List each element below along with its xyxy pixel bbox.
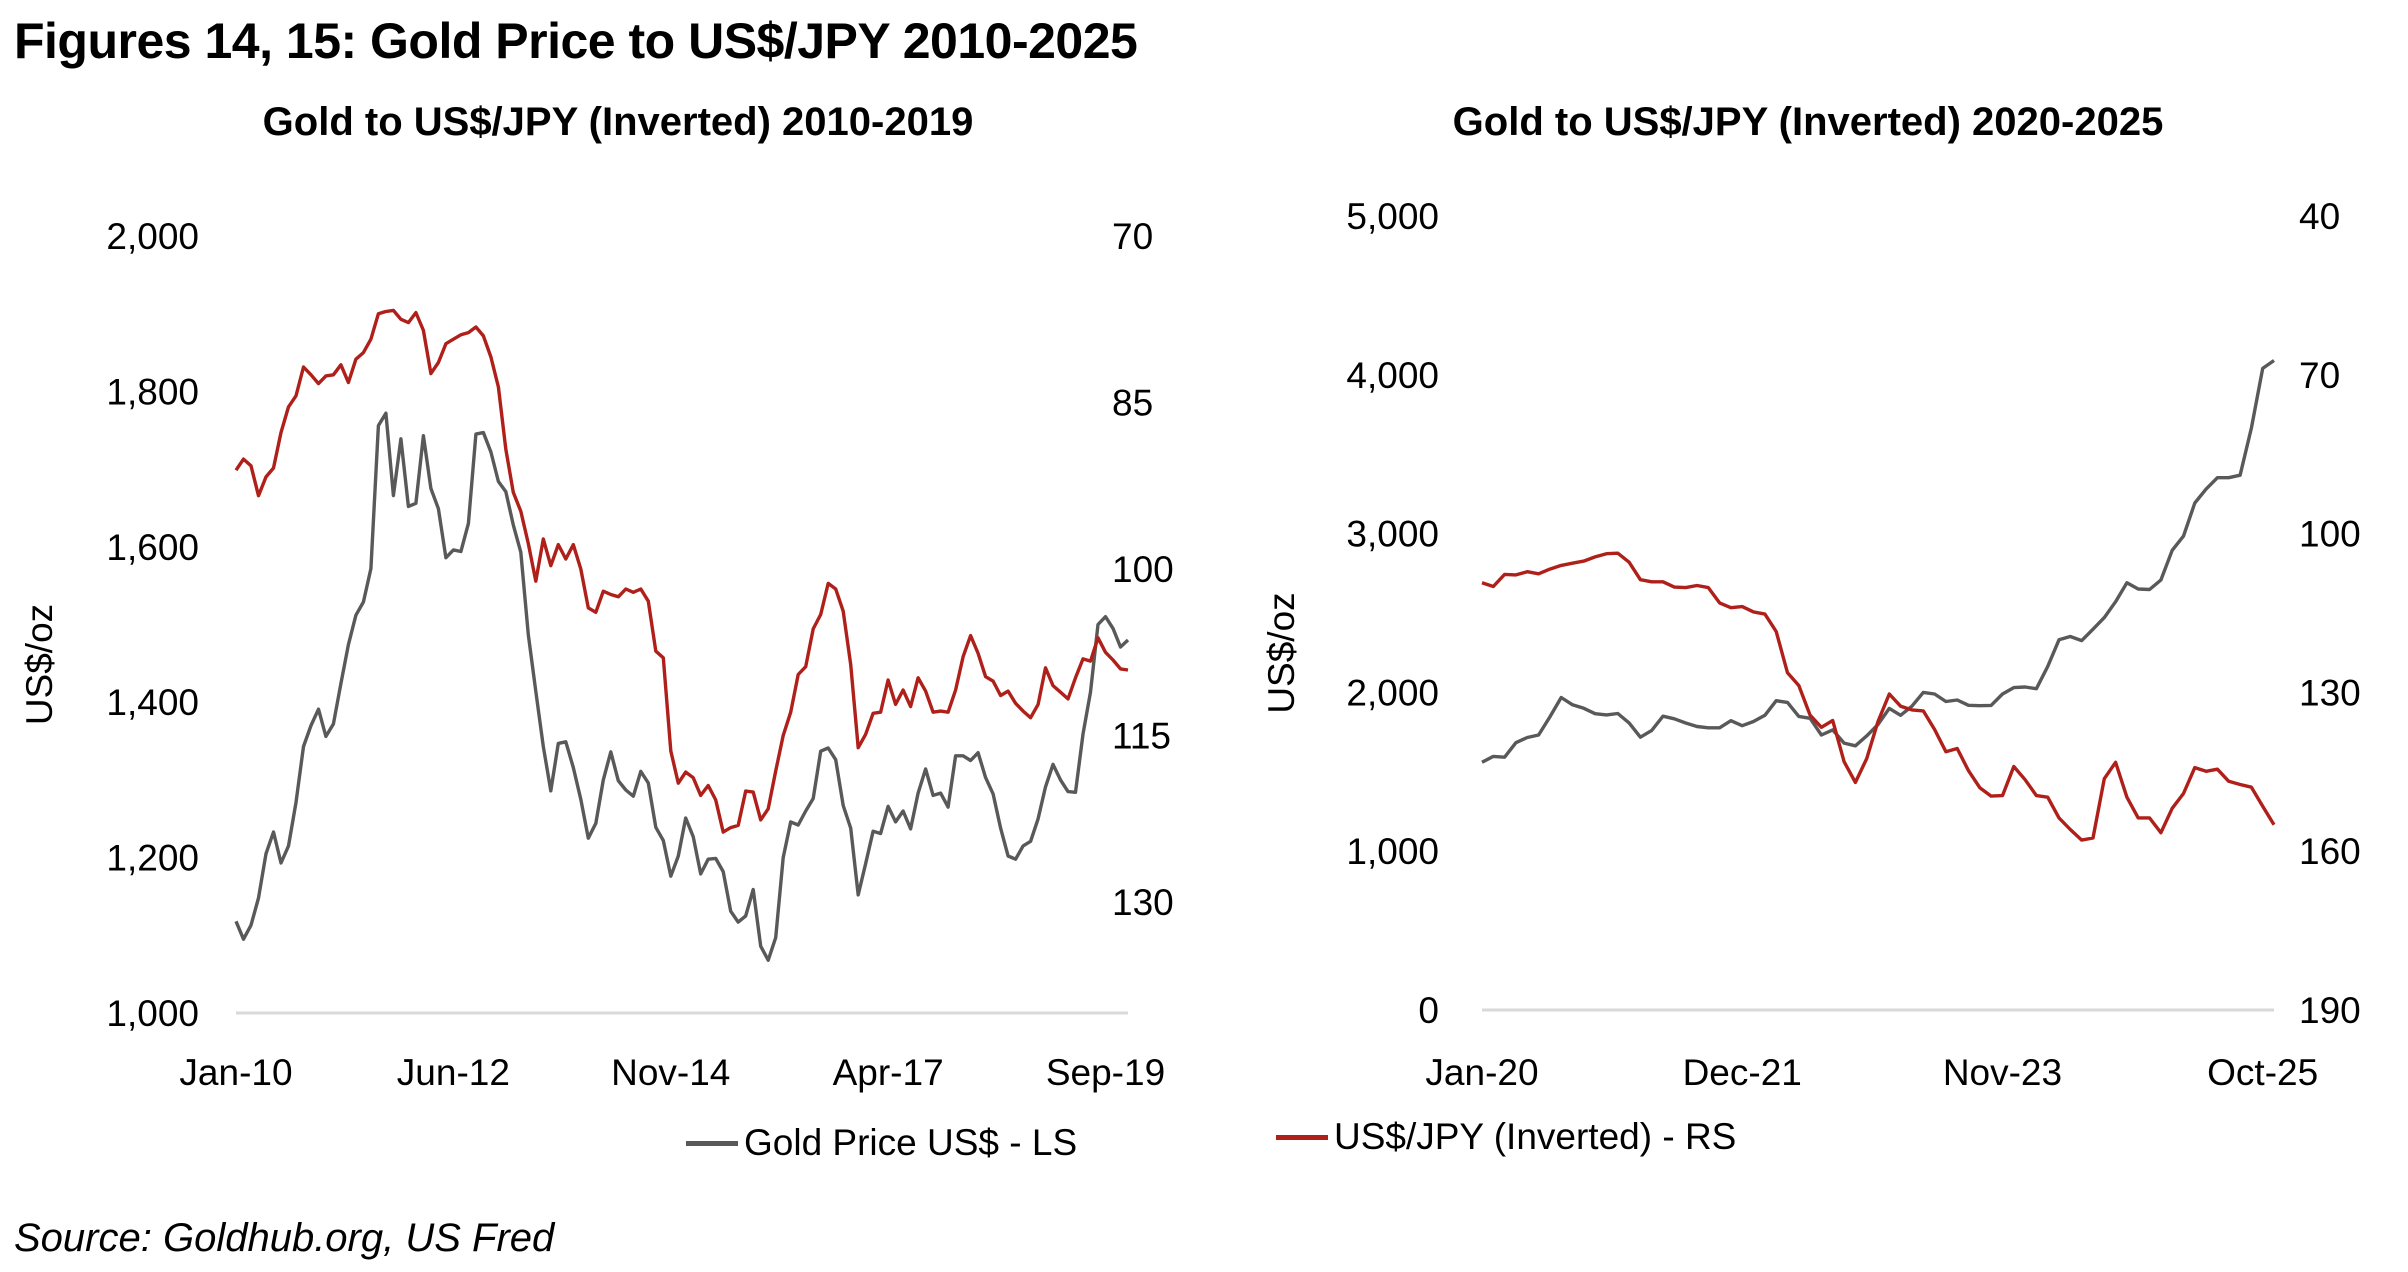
right-y-tick-label: 3,000 (1346, 514, 1439, 555)
legend-item-gold: Gold Price US$ - LS (686, 1122, 1077, 1164)
left-y2-tick-label: 85 (1112, 383, 1153, 424)
right-y2-tick-label: 100 (2299, 514, 2361, 555)
left-y-tick-label: 2,000 (106, 216, 199, 257)
right-series-usdjpy-line (1481, 551, 2276, 842)
source-note: Source: Goldhub.org, US Fred (14, 1216, 555, 1260)
legend-item-usdjpy: US$/JPY (Inverted) - RS (1276, 1116, 1736, 1158)
left-y2-tick-label: 115 (1112, 716, 1171, 757)
right-x-tick-label: Oct-25 (2207, 1052, 2318, 1093)
left-y-tick-label: 1,200 (106, 838, 199, 879)
legend-label-gold: Gold Price US$ - LS (744, 1122, 1078, 1163)
right-x-tick-label: Jan-20 (1425, 1052, 1538, 1093)
legend-swatch-usdjpy (1276, 1134, 1328, 1140)
left-y-tick-label: 1,400 (106, 682, 199, 723)
left-y2-tick-label: 130 (1112, 882, 1174, 923)
legend-swatch-gold (686, 1140, 738, 1146)
left-y-tick-label: 1,000 (106, 993, 199, 1034)
right-y2-tick-label: 190 (2299, 990, 2361, 1031)
left-y2-tick-label: 100 (1112, 549, 1174, 590)
left-y2-tick-label: 70 (1112, 216, 1153, 257)
right-y2-tick-label: 130 (2299, 672, 2361, 713)
left-x-tick-label: Jan-10 (179, 1052, 292, 1093)
right-y-axis-title: US$/oz (1261, 592, 1302, 713)
right-x-tick-label: Dec-21 (1683, 1052, 1802, 1093)
left-x-tick-label: Apr-17 (833, 1052, 944, 1093)
left-x-tick-label: Sep-19 (1046, 1052, 1165, 1093)
left-x-tick-label: Nov-14 (611, 1052, 730, 1093)
left-series-gold-line (234, 411, 1130, 962)
right-series-gold-line (1481, 359, 2275, 764)
right-x-tick-label: Nov-23 (1943, 1052, 2062, 1093)
left-y-tick-label: 1,800 (106, 371, 199, 412)
right-y-tick-label: 4,000 (1346, 355, 1439, 396)
left-chart-title: Gold to US$/JPY (Inverted) 2010-2019 (262, 100, 974, 144)
figure-title: Figures 14, 15: Gold Price to US$/JPY 20… (14, 13, 1138, 69)
left-y-axis-title: US$/oz (19, 604, 60, 725)
left-series-usdjpy-line (234, 308, 1129, 834)
right-y-tick-label: 1,000 (1346, 831, 1439, 872)
right-y-tick-label: 0 (1418, 990, 1439, 1031)
right-y2-tick-label: 40 (2299, 196, 2340, 237)
right-y-tick-label: 2,000 (1346, 672, 1439, 713)
right-y2-tick-label: 160 (2299, 831, 2361, 872)
legend-label-usdjpy: US$/JPY (Inverted) - RS (1334, 1116, 1737, 1157)
right-y-tick-label: 5,000 (1346, 196, 1439, 237)
right-chart-title: Gold to US$/JPY (Inverted) 2020-2025 (1452, 100, 2164, 144)
right-y2-tick-label: 70 (2299, 355, 2340, 396)
left-y-tick-label: 1,600 (106, 527, 199, 568)
left-x-tick-label: Jun-12 (397, 1052, 510, 1093)
